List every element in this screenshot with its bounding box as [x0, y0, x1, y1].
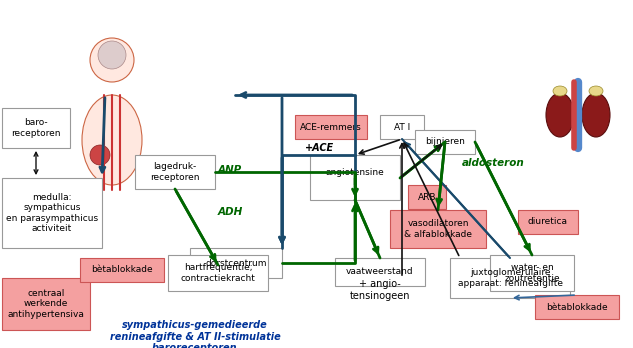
FancyBboxPatch shape	[190, 248, 282, 278]
Circle shape	[90, 145, 110, 165]
Text: AT I: AT I	[394, 122, 410, 132]
FancyBboxPatch shape	[295, 115, 367, 139]
Text: lagedruk-
receptoren: lagedruk- receptoren	[150, 162, 200, 182]
Text: vasodilatoren
& alfablokkade: vasodilatoren & alfablokkade	[404, 219, 472, 239]
FancyBboxPatch shape	[2, 108, 70, 148]
Text: ANP: ANP	[218, 165, 242, 175]
Text: diuretica: diuretica	[528, 218, 568, 227]
FancyBboxPatch shape	[168, 255, 268, 291]
Ellipse shape	[582, 93, 610, 137]
FancyBboxPatch shape	[518, 210, 578, 234]
Text: hartfrequentie;
contractiekracht: hartfrequentie; contractiekracht	[180, 263, 256, 283]
Text: vaatweerstand: vaatweerstand	[346, 268, 414, 277]
FancyBboxPatch shape	[2, 178, 102, 248]
Text: aldosteron: aldosteron	[462, 158, 525, 168]
Circle shape	[90, 38, 134, 82]
Text: bètablokkade: bètablokkade	[91, 266, 153, 275]
FancyBboxPatch shape	[450, 258, 570, 298]
FancyBboxPatch shape	[408, 185, 446, 209]
FancyBboxPatch shape	[335, 258, 425, 286]
Text: ADH: ADH	[218, 207, 243, 217]
Text: ARB: ARB	[418, 192, 436, 201]
Text: medulla:
sympathicus
en parasympathicus
activiteit: medulla: sympathicus en parasympathicus …	[6, 193, 98, 233]
Ellipse shape	[589, 86, 603, 96]
FancyBboxPatch shape	[80, 258, 164, 282]
Text: bètablokkade: bètablokkade	[546, 302, 608, 311]
Ellipse shape	[553, 86, 567, 96]
Text: +ACE: +ACE	[305, 143, 334, 153]
FancyBboxPatch shape	[415, 130, 475, 154]
Circle shape	[98, 41, 126, 69]
Text: dorstcentrum: dorstcentrum	[205, 259, 266, 268]
FancyBboxPatch shape	[380, 115, 424, 139]
Ellipse shape	[546, 93, 574, 137]
FancyBboxPatch shape	[310, 155, 400, 200]
Text: water- en
zoutretentie: water- en zoutretentie	[505, 263, 560, 283]
Text: baro-
receptoren: baro- receptoren	[11, 118, 61, 138]
FancyBboxPatch shape	[2, 278, 90, 330]
Text: sympathicus-gemedieerde
renineafgifte & AT II-stimulatie
baroreceptoren: sympathicus-gemedieerde renineafgifte & …	[110, 320, 280, 348]
FancyBboxPatch shape	[490, 255, 574, 291]
Text: angiotensine
II: angiotensine II	[325, 168, 384, 187]
Text: juxtoglomerulaire
apparaat: renineafgifte: juxtoglomerulaire apparaat: renineafgift…	[458, 268, 563, 288]
FancyBboxPatch shape	[135, 155, 215, 189]
FancyBboxPatch shape	[390, 210, 486, 248]
Text: ACE-remmers: ACE-remmers	[300, 122, 362, 132]
Text: bijnieren: bijnieren	[425, 137, 465, 147]
FancyBboxPatch shape	[535, 295, 619, 319]
Text: + angio-
tensinogeen: + angio- tensinogeen	[350, 279, 410, 301]
Text: centraal
werkende
antihypertensiva: centraal werkende antihypertensiva	[8, 289, 84, 319]
Ellipse shape	[82, 95, 142, 185]
